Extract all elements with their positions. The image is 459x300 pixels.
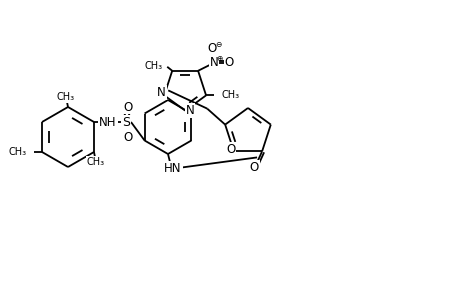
Text: N: N xyxy=(157,86,165,99)
Text: CH₃: CH₃ xyxy=(57,92,75,102)
Text: CH₃: CH₃ xyxy=(9,147,27,157)
Text: HN: HN xyxy=(164,161,181,175)
Text: NH: NH xyxy=(99,116,117,128)
Text: O: O xyxy=(207,42,216,55)
Text: CH₃: CH₃ xyxy=(87,157,105,167)
Text: O: O xyxy=(226,143,235,156)
Text: O: O xyxy=(123,130,132,143)
Text: ⊖: ⊖ xyxy=(214,40,221,49)
Text: O: O xyxy=(123,100,132,113)
Text: O: O xyxy=(224,56,233,69)
Text: S: S xyxy=(122,116,130,128)
Text: N: N xyxy=(185,104,194,117)
Text: N: N xyxy=(209,56,218,69)
Text: ⊕: ⊕ xyxy=(215,54,222,63)
Text: CH₃: CH₃ xyxy=(144,61,162,71)
Text: O: O xyxy=(249,161,258,174)
Text: CH₃: CH₃ xyxy=(221,90,239,100)
